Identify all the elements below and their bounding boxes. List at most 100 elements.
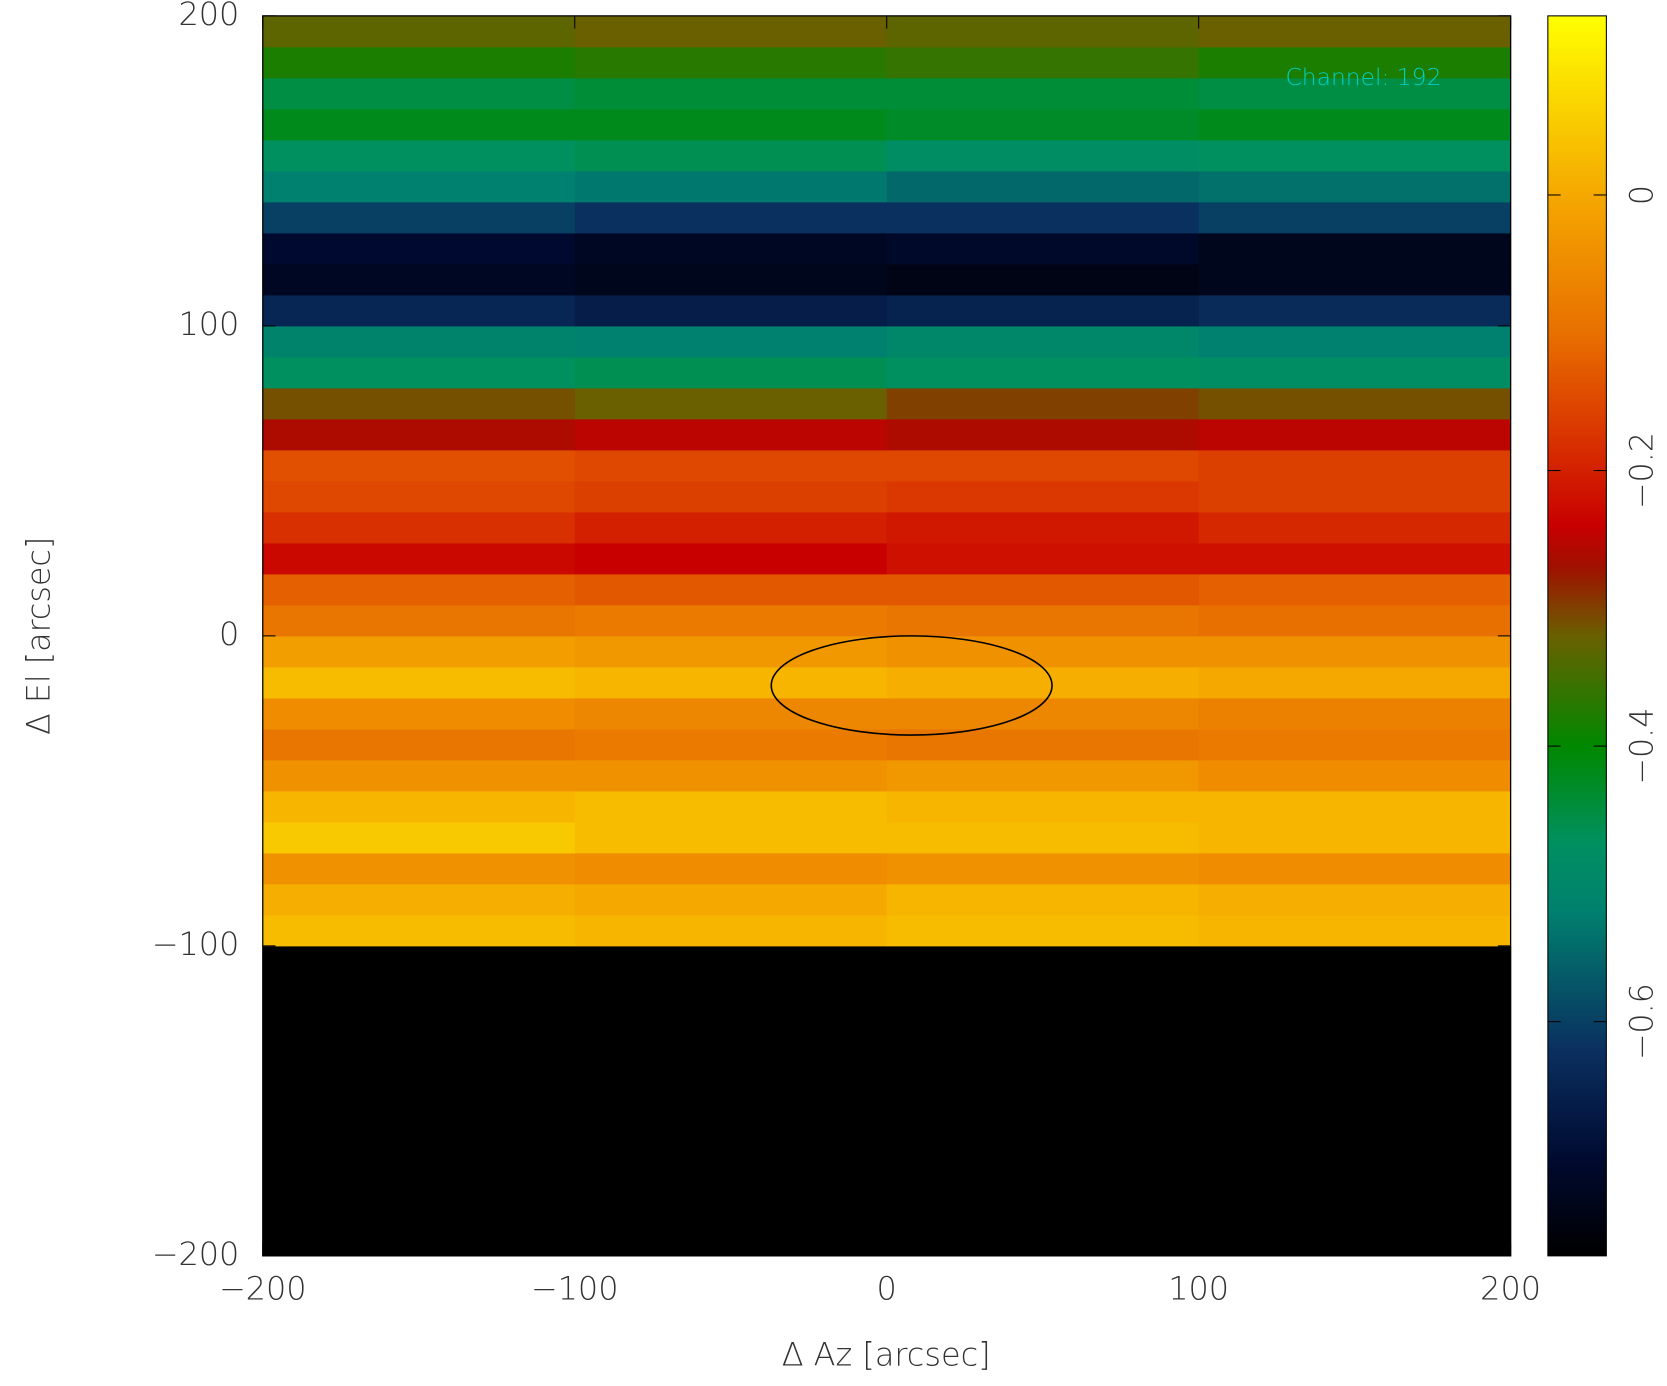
- heatmap-cell: [1198, 573, 1512, 606]
- heatmap-cell: [886, 759, 1200, 792]
- heatmap-cell: [262, 511, 576, 544]
- heatmap-cell: [886, 852, 1200, 885]
- heatmap-cell: [886, 604, 1200, 637]
- x-axis-title: Δ Az [arcsec]: [782, 1335, 991, 1373]
- heatmap-cell: [574, 759, 888, 792]
- heatmap-cell: [574, 480, 888, 513]
- heatmap-cell: [1198, 418, 1512, 451]
- heatmap-cell: [574, 666, 888, 699]
- heatmap-cell: [1198, 697, 1512, 730]
- heatmap-cell: [574, 914, 888, 947]
- x-tick-label: 200: [1480, 1270, 1541, 1308]
- heatmap-cell: [262, 821, 576, 854]
- heatmap-cell: [574, 387, 888, 420]
- colorbar: [1547, 15, 1607, 1257]
- x-tick-label: −200: [219, 1270, 307, 1308]
- y-tick-label: −100: [152, 925, 240, 963]
- heatmap-cell: [574, 697, 888, 730]
- heatmap-cell: [886, 728, 1200, 761]
- x-tick-label: 100: [1168, 1270, 1229, 1308]
- heatmap-cell: [886, 232, 1200, 265]
- heatmap-cell: [262, 263, 576, 296]
- heatmap-cell: [886, 356, 1200, 389]
- heatmap-cell: [1198, 46, 1512, 79]
- heatmap-cell: [1198, 666, 1512, 699]
- heatmap-cell: [886, 263, 1200, 296]
- y-tick-label: 100: [178, 305, 239, 343]
- heatmap-cell: [1198, 263, 1512, 296]
- heatmap-cell: [886, 15, 1200, 48]
- heatmap-cell: [1198, 759, 1512, 792]
- heatmap-cell: [1198, 232, 1512, 265]
- heatmap-cell: [262, 449, 576, 482]
- heatmap-cell: [262, 77, 576, 110]
- heatmap-cell: [886, 201, 1200, 234]
- heatmap-cell: [886, 294, 1200, 327]
- heatmap-cell: [1198, 356, 1512, 389]
- heatmap-cell: [262, 201, 576, 234]
- heatmap-cell: [886, 790, 1200, 823]
- heatmap-cell: [262, 418, 576, 451]
- heatmap-cell: [262, 232, 576, 265]
- heatmap-cell: [574, 883, 888, 916]
- heatmap-cell: [1198, 511, 1512, 544]
- heatmap-cell: [886, 573, 1200, 606]
- heatmap-cell: [886, 666, 1200, 699]
- heatmap-cell: [574, 325, 888, 358]
- heatmap-cell: [1198, 294, 1512, 327]
- heatmap-cell: [1198, 821, 1512, 854]
- heatmap-cell: [574, 139, 888, 172]
- heatmap-cell: [262, 542, 576, 575]
- heatmap-cell: [886, 821, 1200, 854]
- annotation: Channel: 192: [1285, 63, 1441, 91]
- heatmap-cell: [1198, 201, 1512, 234]
- heatmap-cell: [886, 635, 1200, 668]
- heatmap-cell: [262, 15, 576, 48]
- y-tick-label: 200: [178, 0, 239, 33]
- heatmap-cell: [574, 46, 888, 79]
- heatmap-cell: [262, 697, 576, 730]
- heatmap: [262, 15, 1512, 1257]
- heatmap-cell: [262, 914, 576, 947]
- heatmap-cell: [574, 232, 888, 265]
- heatmap-cell: [886, 511, 1200, 544]
- heatmap-cell: [1198, 139, 1512, 172]
- heatmap-cell: [886, 46, 1200, 79]
- heatmap-cell: [886, 883, 1200, 916]
- heatmap-cell: [574, 201, 888, 234]
- heatmap-cell: [886, 387, 1200, 420]
- heatmap-cell: [1198, 449, 1512, 482]
- heatmap-cell: [1198, 852, 1512, 885]
- heatmap-cell: [886, 914, 1200, 947]
- colorbar-tick-label: 0: [1623, 185, 1661, 205]
- heatmap-cell: [262, 759, 576, 792]
- heatmap-cell: [262, 356, 576, 389]
- x-tick-label: 0: [877, 1270, 897, 1308]
- heatmap-cell: [1198, 542, 1512, 575]
- colorbar-tick-label: −0.4: [1623, 708, 1661, 785]
- heatmap-cell: [574, 77, 888, 110]
- colorbar-tick-label: −0.2: [1623, 432, 1661, 509]
- y-tick-label: 0: [219, 615, 239, 653]
- heatmap-cell: [262, 852, 576, 885]
- heatmap-cell: [574, 15, 888, 48]
- heatmap-cell: [574, 728, 888, 761]
- heatmap-cell: [574, 852, 888, 885]
- heatmap-cell: [574, 418, 888, 451]
- heatmap-cell: [886, 77, 1200, 110]
- heatmap-cell: [886, 418, 1200, 451]
- beam: [770, 635, 1053, 736]
- heatmap-cell: [262, 604, 576, 637]
- heatmap-cell: [886, 449, 1200, 482]
- heatmap-cell: [262, 573, 576, 606]
- heatmap-cell: [1198, 108, 1512, 141]
- heatmap-cell: [1198, 387, 1512, 420]
- heatmap-cell: [574, 573, 888, 606]
- heatmap-cell: [262, 325, 576, 358]
- heatmap-cell: [1198, 883, 1512, 916]
- heatmap-cell: [262, 46, 576, 79]
- heatmap-cell: [574, 356, 888, 389]
- x-tick-label: −100: [531, 1270, 619, 1308]
- heatmap-cell: [262, 728, 576, 761]
